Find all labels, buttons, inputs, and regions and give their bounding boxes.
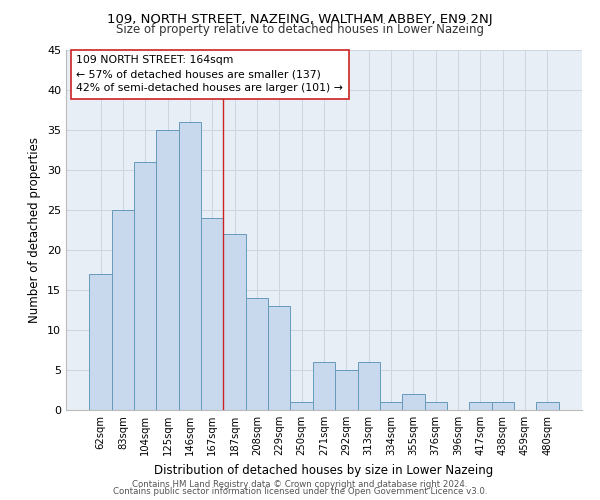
Y-axis label: Number of detached properties: Number of detached properties: [28, 137, 41, 323]
Text: 109, NORTH STREET, NAZEING, WALTHAM ABBEY, EN9 2NJ: 109, NORTH STREET, NAZEING, WALTHAM ABBE…: [107, 12, 493, 26]
Bar: [358, 362, 380, 410]
Bar: [268, 306, 290, 410]
Bar: [157, 130, 179, 410]
Bar: [223, 234, 246, 410]
Bar: [179, 122, 201, 410]
Text: Contains HM Land Registry data © Crown copyright and database right 2024.: Contains HM Land Registry data © Crown c…: [132, 480, 468, 489]
Bar: [402, 394, 425, 410]
Bar: [536, 402, 559, 410]
Bar: [201, 218, 223, 410]
Bar: [112, 210, 134, 410]
Bar: [246, 298, 268, 410]
X-axis label: Distribution of detached houses by size in Lower Nazeing: Distribution of detached houses by size …: [154, 464, 494, 476]
Text: Contains public sector information licensed under the Open Government Licence v3: Contains public sector information licen…: [113, 488, 487, 496]
Text: Size of property relative to detached houses in Lower Nazeing: Size of property relative to detached ho…: [116, 24, 484, 36]
Bar: [134, 162, 157, 410]
Bar: [290, 402, 313, 410]
Bar: [425, 402, 447, 410]
Bar: [469, 402, 491, 410]
Bar: [89, 274, 112, 410]
Bar: [380, 402, 402, 410]
Bar: [335, 370, 358, 410]
Bar: [313, 362, 335, 410]
Bar: [491, 402, 514, 410]
Text: 109 NORTH STREET: 164sqm
← 57% of detached houses are smaller (137)
42% of semi-: 109 NORTH STREET: 164sqm ← 57% of detach…: [76, 56, 343, 94]
